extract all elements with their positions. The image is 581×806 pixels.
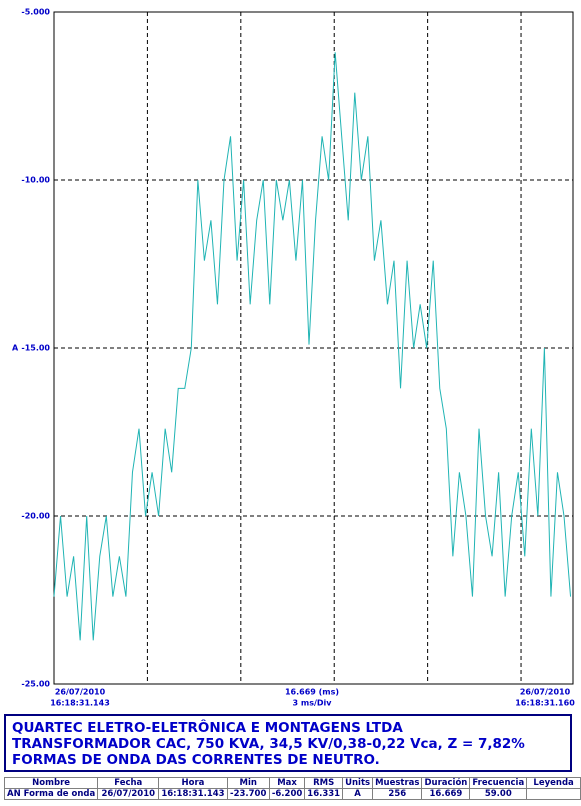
header-cell: Fecha <box>97 777 160 789</box>
header-cell: Min <box>226 777 270 789</box>
y-tick-label: -20.00 <box>21 512 50 521</box>
cell: 59.00 <box>469 788 528 800</box>
header-cell: Duración <box>421 777 471 789</box>
info-line: TRANSFORMADOR CAC, 750 KVA, 34,5 KV/0,38… <box>12 736 525 752</box>
header-cell: Nombre <box>3 777 99 789</box>
footer-label: 16:18:31.143 <box>50 699 110 708</box>
footer-label: 26/07/2010 <box>520 688 571 697</box>
header-cell: Hora <box>158 777 228 789</box>
header-cell: Leyenda <box>526 777 581 789</box>
data-row: AN Forma de onda 26/07/2010 16:18:31.143 -2… <box>3 788 581 800</box>
header-cell: Max <box>268 777 306 789</box>
cell: 16.669 <box>421 788 471 800</box>
cell: AN Forma de onda <box>3 788 99 800</box>
waveform <box>53 52 572 641</box>
footer-label: 26/07/2010 <box>55 688 106 697</box>
cell: 16:18:31.143 <box>158 788 228 800</box>
header-cell: Frecuencia <box>469 777 528 789</box>
cell: A <box>342 788 374 800</box>
header-cell: Muestras <box>372 777 423 789</box>
info-line: QUARTEC ELETRO-ELETRÔNICA E MONTAGENS LT… <box>12 720 403 736</box>
cell: 26/07/2010 <box>97 788 160 800</box>
cell: 256 <box>372 788 423 800</box>
footer-label: 3 ms/Div <box>293 699 333 708</box>
y-tick-label: -10.00 <box>21 176 50 185</box>
header-cell: Units <box>342 777 374 789</box>
footer-label: 16:18:31.160 <box>515 699 575 708</box>
cell: -23.700 <box>226 788 270 800</box>
summary-table: Nombre Fecha Hora Min Max RMS Units Muestras Dur… <box>3 777 581 800</box>
cell: 16.331 <box>304 788 344 800</box>
info-box: QUARTEC ELETRO-ELETRÔNICA E MONTAGENS LT… <box>4 714 572 772</box>
y-tick-label: -5.000 <box>21 8 50 17</box>
header-cell: RMS <box>304 777 344 789</box>
y-tick-label: -25.00 <box>21 680 50 689</box>
info-line: FORMAS DE ONDA DAS CORRENTES DE NEUTRO. <box>12 752 380 768</box>
y-unit: A <box>12 344 19 353</box>
cell: -6.200 <box>268 788 306 800</box>
y-tick-label: -15.00 <box>21 344 50 353</box>
chart: -5.000 -10.00 -15.00 -20.00 -25.00 A 26/07/201… <box>12 8 575 708</box>
footer-label: 16.669 (ms) <box>285 688 339 697</box>
cell <box>526 788 581 800</box>
header-row: Nombre Fecha Hora Min Max RMS Units Muestras Dur… <box>3 777 581 789</box>
